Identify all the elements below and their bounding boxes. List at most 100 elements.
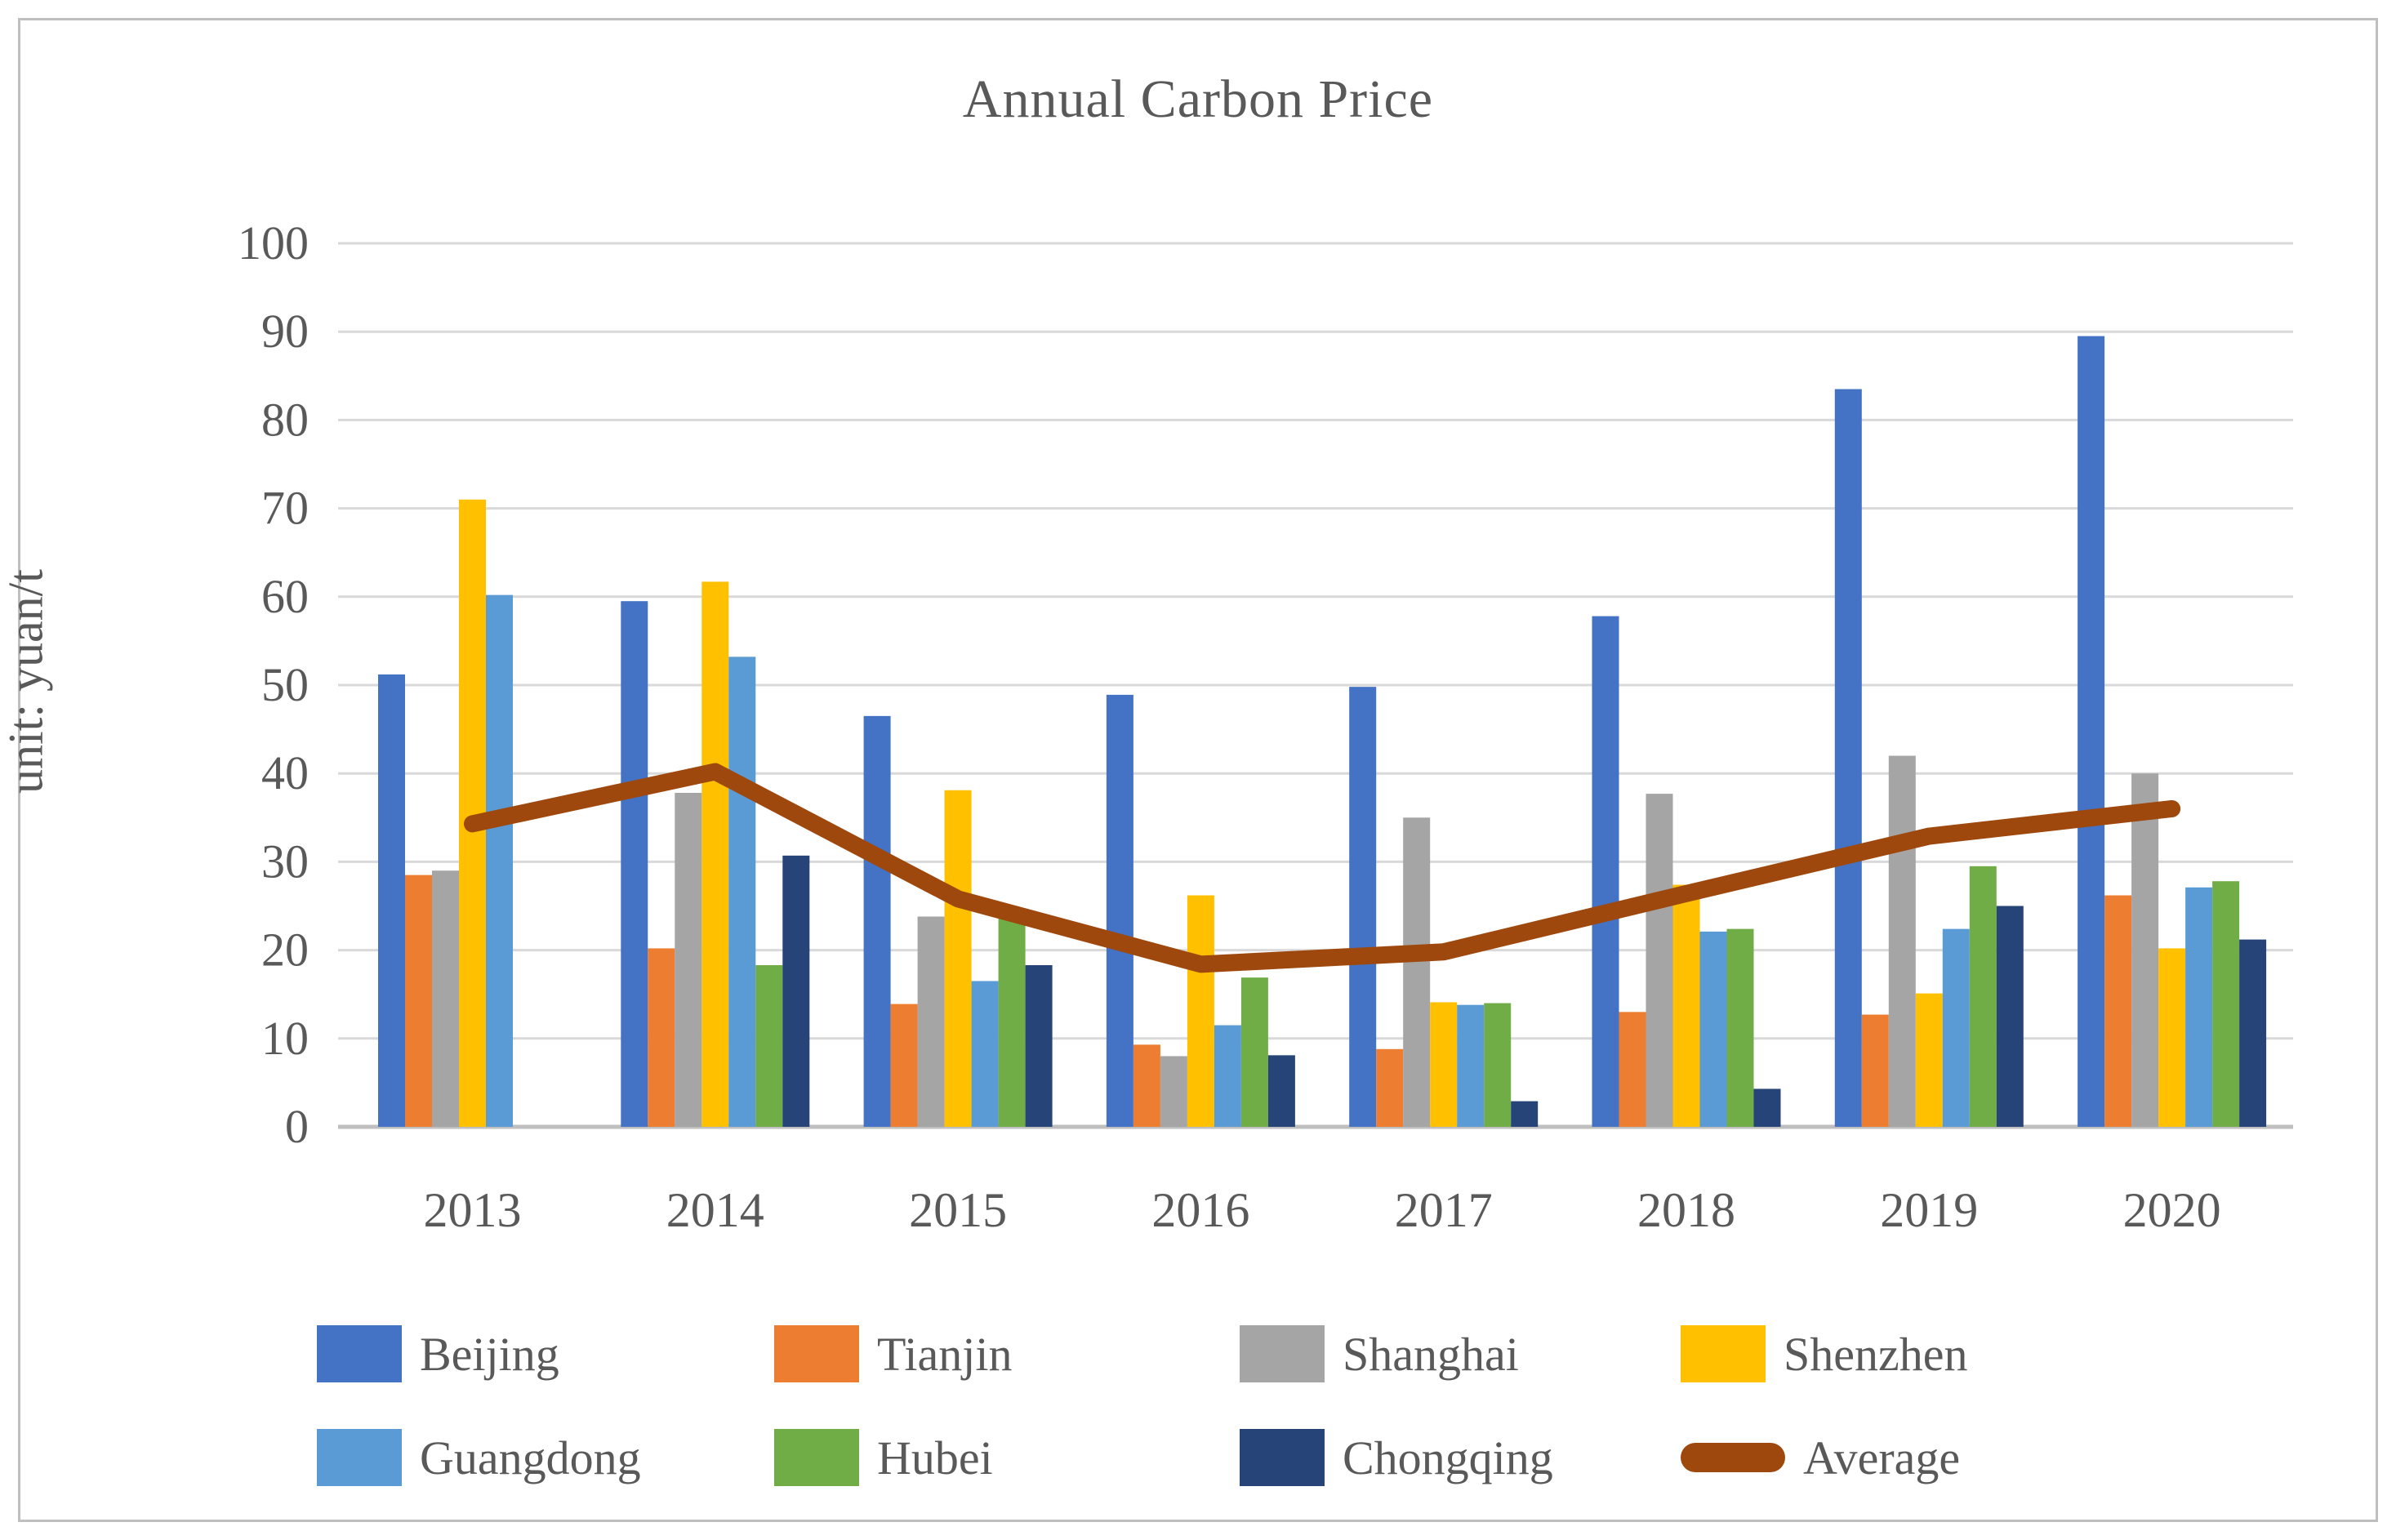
- x-tick-label-2017: 2017: [1395, 1183, 1493, 1237]
- bar-chongqing-2016: [1267, 1055, 1295, 1127]
- y-tick-label: 40: [261, 746, 309, 799]
- bar-chongqing-2014: [782, 855, 810, 1127]
- x-tick-label-2018: 2018: [1637, 1183, 1735, 1237]
- bar-guangdong-2016: [1214, 1025, 1241, 1127]
- y-tick-label: 50: [261, 658, 309, 711]
- bar-shenzhen-2020: [2158, 948, 2186, 1127]
- bar-tianjin-2016: [1133, 1044, 1160, 1127]
- bar-guangdong-2019: [1942, 928, 1970, 1127]
- bar-tianjin-2015: [890, 1004, 918, 1127]
- bar-hubei-2014: [755, 964, 783, 1127]
- y-tick-label: 20: [261, 924, 309, 977]
- legend-label-shanghai: Shanghai: [1343, 1327, 1519, 1381]
- legend-item-average: Average: [1681, 1428, 1960, 1487]
- legend-item-shanghai: Shanghai: [1240, 1324, 1519, 1383]
- bar-hubei-2016: [1240, 977, 1268, 1127]
- bar-hubei-2018: [1726, 928, 1754, 1127]
- legend-label-beijing: Beijing: [420, 1327, 559, 1381]
- legend-swatch-beijing: [317, 1325, 402, 1382]
- legend-label-hubei: Hubei: [877, 1431, 993, 1484]
- bar-tianjin-2013: [405, 875, 432, 1127]
- bar-tianjin-2014: [648, 948, 675, 1127]
- bar-shanghai-2018: [1646, 794, 1673, 1127]
- x-tick-label-2019: 2019: [1880, 1183, 1978, 1237]
- bar-shenzhen-2018: [1672, 884, 1700, 1127]
- bar-chongqing-2018: [1753, 1088, 1781, 1127]
- bar-guangdong-2020: [2185, 887, 2213, 1127]
- bar-chongqing-2020: [2239, 939, 2267, 1127]
- x-tick-label-2015: 2015: [909, 1183, 1007, 1237]
- bar-guangdong-2014: [728, 657, 756, 1127]
- x-tick-label-2014: 2014: [666, 1183, 764, 1237]
- bar-shanghai-2014: [675, 793, 702, 1127]
- bar-shanghai-2017: [1403, 817, 1431, 1127]
- bar-tianjin-2020: [2104, 895, 2132, 1127]
- legend-item-hubei: Hubei: [774, 1428, 993, 1487]
- y-tick-label: 70: [261, 482, 309, 535]
- legend-swatch-shenzhen: [1681, 1325, 1766, 1382]
- chart-title: Annual Carbon Price: [962, 69, 1434, 129]
- bar-shenzhen-2017: [1430, 1002, 1458, 1127]
- legend-item-shenzhen: Shenzhen: [1681, 1324, 1968, 1383]
- bar-beijing-2017: [1349, 687, 1377, 1127]
- x-tick-label-2016: 2016: [1151, 1183, 1249, 1237]
- bar-beijing-2014: [621, 601, 648, 1127]
- x-tick-label-2020: 2020: [2123, 1183, 2221, 1237]
- y-tick-label: 80: [261, 393, 309, 446]
- y-tick-label: 10: [261, 1012, 309, 1065]
- bar-beijing-2020: [2078, 336, 2105, 1127]
- bar-beijing-2016: [1106, 694, 1133, 1127]
- legend-item-chongqing: Chongqing: [1240, 1428, 1553, 1487]
- bar-chongqing-2017: [1511, 1101, 1539, 1127]
- bar-beijing-2019: [1834, 389, 1862, 1127]
- bar-hubei-2015: [998, 918, 1026, 1127]
- y-tick-label: 90: [261, 305, 309, 358]
- bar-guangdong-2013: [486, 594, 513, 1127]
- y-tick-label: 0: [285, 1100, 309, 1153]
- bar-guangdong-2017: [1457, 1004, 1485, 1127]
- legend-label-chongqing: Chongqing: [1343, 1431, 1553, 1484]
- legend-swatch-guangdong: [317, 1429, 402, 1486]
- legend-swatch-hubei: [774, 1429, 859, 1486]
- legend-item-tianjin: Tianjin: [774, 1324, 1012, 1383]
- bar-shanghai-2019: [1888, 755, 1916, 1127]
- bar-guangdong-2015: [971, 981, 999, 1127]
- bar-shanghai-2013: [432, 870, 459, 1127]
- legend-swatch-tianjin: [774, 1325, 859, 1382]
- bar-hubei-2017: [1484, 1003, 1512, 1127]
- legend-label-tianjin: Tianjin: [877, 1327, 1013, 1381]
- legend-label-shenzhen: Shenzhen: [1784, 1327, 1968, 1381]
- bar-tianjin-2019: [1861, 1014, 1889, 1127]
- legend-item-beijing: Beijing: [317, 1324, 559, 1383]
- bar-shenzhen-2019: [1915, 993, 1943, 1127]
- bar-hubei-2020: [2212, 881, 2240, 1127]
- legend-swatch-average: [1681, 1443, 1785, 1472]
- bar-shenzhen-2016: [1187, 895, 1214, 1127]
- bar-tianjin-2018: [1619, 1012, 1646, 1127]
- legend-label-guangdong: Guangdong: [420, 1431, 641, 1484]
- bar-tianjin-2017: [1376, 1048, 1404, 1127]
- bar-shenzhen-2015: [944, 790, 972, 1127]
- chart-border: [18, 18, 2378, 1522]
- bar-hubei-2019: [1969, 866, 1997, 1127]
- y-tick-label: 60: [261, 570, 309, 623]
- bar-shanghai-2020: [2131, 773, 2159, 1127]
- bar-guangdong-2018: [1699, 931, 1727, 1127]
- bar-shanghai-2015: [917, 916, 945, 1127]
- bar-beijing-2013: [378, 674, 405, 1127]
- average-line: [464, 763, 2181, 973]
- bar-chongqing-2015: [1025, 964, 1053, 1127]
- legend-label-average: Average: [1803, 1431, 1961, 1484]
- legend-swatch-chongqing: [1240, 1429, 1325, 1486]
- bar-shanghai-2016: [1160, 1056, 1187, 1127]
- legend-item-guangdong: Guangdong: [317, 1428, 641, 1487]
- y-tick-label: 30: [261, 835, 309, 888]
- y-tick-label: 100: [238, 216, 309, 269]
- x-tick-label-2013: 2013: [424, 1183, 522, 1237]
- bar-beijing-2015: [863, 715, 891, 1127]
- bar-chongqing-2019: [1996, 906, 2024, 1127]
- bar-shenzhen-2014: [701, 581, 729, 1127]
- bar-beijing-2018: [1592, 616, 1619, 1127]
